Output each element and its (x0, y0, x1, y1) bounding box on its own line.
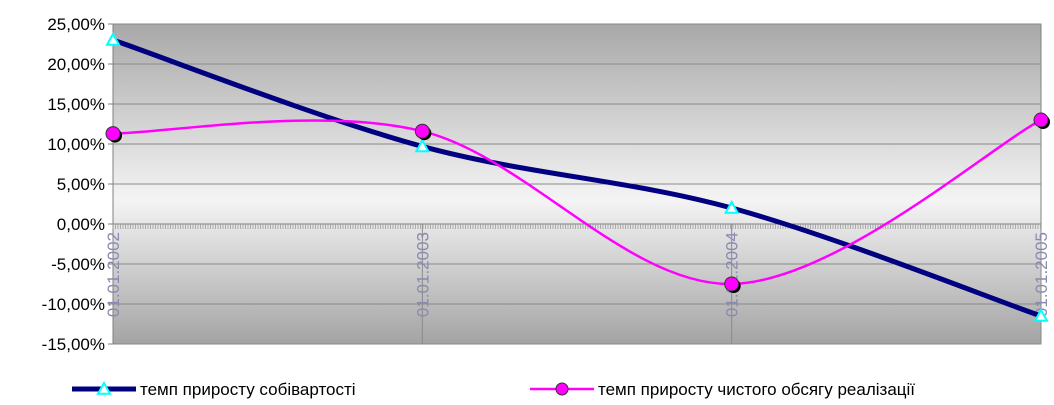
series-2 (105, 112, 1050, 293)
x-axis-tick-labels: 01.01.2002 01.01.2003 01.01.2004 01.01.2005 (104, 232, 1051, 317)
legend-marker-triangle (96, 380, 112, 395)
y-tick-label: 15,00% (47, 95, 105, 114)
legend-label: темп приросту собівартості (140, 380, 356, 399)
data-point-circle (414, 123, 430, 139)
data-point-triangle (723, 199, 740, 214)
x-tick-label: 01.01.2004 (723, 232, 742, 317)
y-tick-label: -5,00% (51, 255, 105, 274)
data-point-circle (105, 126, 121, 142)
y-tick-label: 0,00% (57, 215, 105, 234)
series-layer (105, 31, 1050, 322)
legend-marker-circle (555, 382, 569, 396)
x-tick-label: 01.01.2002 (104, 232, 123, 317)
legend-item-2: темп приросту чистого обсягу реалізації (530, 380, 915, 399)
data-point-triangle (1033, 307, 1049, 322)
legend-item-1: темп приросту собівартості (72, 380, 356, 399)
y-tick-label: 25,00% (47, 15, 105, 34)
y-tick-label: 20,00% (47, 55, 105, 74)
y-tick-label: 5,00% (57, 175, 105, 194)
series-line (112, 37, 1042, 319)
data-point-circle (1033, 112, 1049, 128)
data-point-triangle (105, 31, 121, 46)
axes (108, 23, 1041, 345)
y-tick-label: -15,00% (42, 335, 105, 354)
x-axis-minor-ticks (112, 224, 1041, 229)
legend-label: темп приросту чистого обсягу реалізації (598, 380, 915, 399)
legend: темп приросту собівартості темп приросту … (72, 380, 915, 399)
y-tick-label: -10,00% (42, 295, 105, 314)
series-line (112, 118, 1042, 286)
x-tick-label: 01.01.2005 (1032, 232, 1051, 317)
data-point-triangle (414, 138, 431, 153)
x-tick-label: 01.01.2003 (413, 232, 432, 317)
y-axis-tick-labels: 25,00% 20,00% 15,00% 10,00% 5,00% 0,00% -5,00%… (42, 15, 105, 354)
series-1 (105, 31, 1049, 322)
data-point-circle (724, 276, 740, 292)
y-tick-label: 10,00% (47, 135, 105, 154)
